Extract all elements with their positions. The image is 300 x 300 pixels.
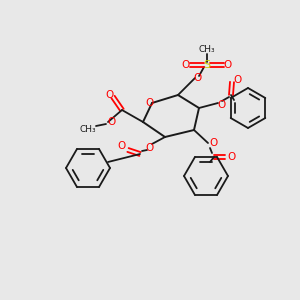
- Text: CH₃: CH₃: [199, 44, 215, 53]
- Text: O: O: [234, 75, 242, 85]
- Text: O: O: [108, 117, 116, 127]
- Text: S: S: [203, 60, 211, 70]
- Text: O: O: [194, 73, 202, 83]
- Text: CH₃: CH₃: [80, 125, 96, 134]
- Text: O: O: [182, 60, 190, 70]
- Text: O: O: [117, 141, 125, 151]
- Text: O: O: [224, 60, 232, 70]
- Text: O: O: [228, 152, 236, 162]
- Text: O: O: [217, 100, 225, 110]
- Text: O: O: [105, 90, 113, 100]
- Text: O: O: [209, 138, 217, 148]
- Text: O: O: [145, 98, 153, 108]
- Text: O: O: [145, 143, 153, 153]
